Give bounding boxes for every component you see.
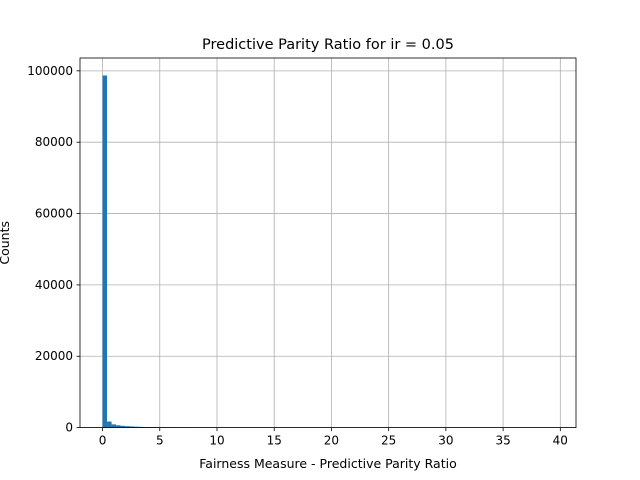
histogram-bar bbox=[102, 75, 108, 428]
y-axis-ticks: 0 20000 40000 60000 80000 100000 bbox=[27, 64, 80, 435]
x-tick-label: 10 bbox=[209, 434, 224, 448]
grid-lines bbox=[80, 58, 576, 429]
plot-background bbox=[80, 58, 576, 428]
y-tick-label: 60000 bbox=[35, 207, 73, 221]
chart-title: Predictive Parity Ratio for ir = 0.05 bbox=[202, 37, 454, 53]
histogram-bar bbox=[120, 425, 126, 428]
x-tick-label: 25 bbox=[381, 434, 396, 448]
x-tick-label: 40 bbox=[553, 434, 568, 448]
x-tick-label: 30 bbox=[438, 434, 453, 448]
x-axis-ticks: 0 5 10 15 20 25 30 35 40 bbox=[99, 427, 568, 448]
y-axis-label: Counts bbox=[0, 221, 12, 265]
plot-frame bbox=[79, 57, 577, 429]
y-tick-label: 100000 bbox=[27, 64, 73, 78]
x-tick-label: 20 bbox=[324, 434, 339, 448]
histogram-bar bbox=[111, 424, 117, 428]
x-tick-label: 15 bbox=[267, 434, 282, 448]
x-axis-label: Fairness Measure - Predictive Parity Rat… bbox=[199, 456, 457, 471]
histogram-bar bbox=[116, 425, 121, 428]
y-tick-label: 20000 bbox=[35, 349, 73, 363]
y-tick-label: 40000 bbox=[35, 278, 73, 292]
x-tick-label: 5 bbox=[156, 434, 164, 448]
x-tick-label: 35 bbox=[495, 434, 510, 448]
x-tick-label: 0 bbox=[99, 434, 107, 448]
histogram-bar bbox=[125, 426, 130, 428]
y-tick-label: 0 bbox=[65, 421, 73, 435]
histogram-bar bbox=[107, 421, 112, 428]
y-tick-label: 80000 bbox=[35, 135, 73, 149]
histogram-bar bbox=[134, 426, 139, 428]
histogram-bar bbox=[129, 426, 135, 428]
